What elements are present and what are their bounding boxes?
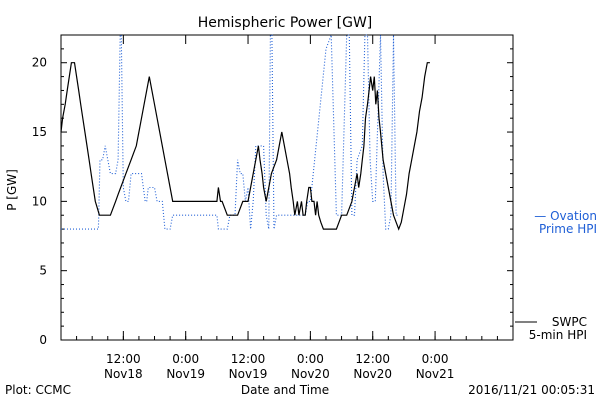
x-tick-date-label: Nov21 <box>416 367 455 381</box>
legend-swpc-label-1: SWPC <box>552 315 587 329</box>
x-axis-label: Date and Time <box>241 383 329 397</box>
legend-ovation-label-2: Prime HPI <box>539 222 597 236</box>
x-tick-date-label: Nov19 <box>229 367 268 381</box>
x-tick-time-label: 0:00 <box>422 352 449 366</box>
chart-title: Hemispheric Power [GW] <box>198 15 373 31</box>
x-tick-date-label: Nov19 <box>166 367 205 381</box>
series-line-ovation-prime-hpi <box>61 34 399 230</box>
x-tick-time-label: 0:00 <box>172 352 199 366</box>
legend-ovation: — Ovation Prime HPI <box>534 209 597 236</box>
legend-swpc: SWPC 5-min HPI <box>515 315 587 342</box>
y-axis-label: P [GW] <box>5 169 19 211</box>
legend-ovation-label-1: — Ovation <box>534 209 597 223</box>
timestamp: 2016/11/21 00:05:31 <box>468 383 595 397</box>
plot-area: 0510152012:00Nov180:00Nov1912:00Nov190:0… <box>32 34 514 381</box>
x-tick-time-label: 12:00 <box>106 352 141 366</box>
y-tick-label: 20 <box>32 56 47 70</box>
plot-frame <box>60 34 514 341</box>
y-tick-label: 10 <box>32 194 47 208</box>
x-tick-date-label: Nov18 <box>104 367 143 381</box>
x-tick-time-label: 12:00 <box>355 352 390 366</box>
legend-swpc-label-2: 5-min HPI <box>529 328 587 342</box>
x-tick-date-label: Nov20 <box>291 367 330 381</box>
series-line-swpc-5-min-hpi <box>60 62 430 231</box>
y-tick-label: 5 <box>39 264 47 278</box>
plot-credit: Plot: CCMC <box>5 383 71 397</box>
x-tick-time-label: 0:00 <box>297 352 324 366</box>
x-tick-time-label: 12:00 <box>231 352 266 366</box>
x-tick-date-label: Nov20 <box>353 367 392 381</box>
y-tick-label: 15 <box>32 125 47 139</box>
y-tick-label: 0 <box>39 333 47 347</box>
